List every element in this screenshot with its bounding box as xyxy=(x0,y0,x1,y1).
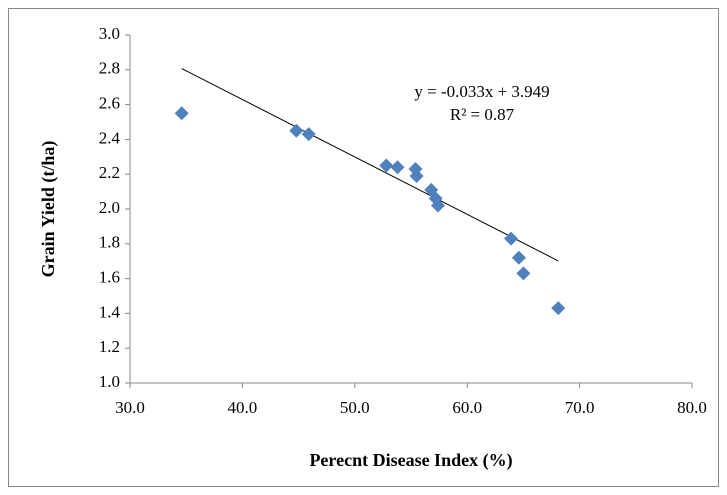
y-tick-label: 1.2 xyxy=(99,337,120,356)
y-tick-label: 2.4 xyxy=(99,128,121,147)
x-tick-label: 60.0 xyxy=(452,398,482,417)
x-tick-label: 30.0 xyxy=(115,398,145,417)
trend-equation: y = -0.033x + 3.949 xyxy=(414,82,549,101)
x-tick-label: 70.0 xyxy=(565,398,595,417)
y-tick-label: 2.6 xyxy=(99,94,120,113)
y-tick-label: 2.8 xyxy=(99,59,120,78)
trend-r2: R² = 0.87 xyxy=(450,105,515,124)
y-tick-label: 2.0 xyxy=(99,198,120,217)
scatter-point xyxy=(289,123,304,138)
x-axis-title: Perecnt Disease Index (%) xyxy=(309,450,512,471)
scatter-point xyxy=(551,301,566,316)
x-tick-label: 50.0 xyxy=(340,398,370,417)
chart-frame xyxy=(8,8,719,487)
trendline xyxy=(181,68,559,262)
y-tick-label: 2.2 xyxy=(99,163,120,182)
scatter-point xyxy=(379,158,394,173)
scatter-point xyxy=(409,168,424,183)
scatter-point xyxy=(301,127,316,142)
y-tick-label: 1.6 xyxy=(99,268,120,287)
scatter-point xyxy=(516,266,531,281)
y-tick-label: 3.0 xyxy=(99,24,120,43)
scatter-point xyxy=(504,231,519,246)
scatter-point xyxy=(511,250,526,265)
x-tick-label: 80.0 xyxy=(677,398,707,417)
scatter-point xyxy=(390,160,405,175)
y-tick-label: 1.4 xyxy=(99,302,121,321)
y-tick-label: 1.8 xyxy=(99,233,120,252)
x-tick-label: 40.0 xyxy=(228,398,258,417)
y-axis-title: Grain Yield (t/ha) xyxy=(38,141,59,278)
scatter-point xyxy=(430,198,445,213)
scatter-point xyxy=(174,106,189,121)
y-tick-label: 1.0 xyxy=(99,372,120,391)
